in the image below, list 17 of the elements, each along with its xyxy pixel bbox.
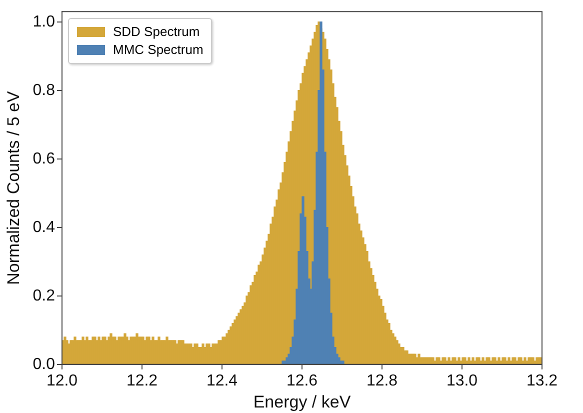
legend-label: SDD Spectrum [113, 24, 200, 40]
x-tick-label: 12.6 [286, 372, 318, 390]
legend-label: MMC Spectrum [113, 42, 204, 58]
y-axis-title: Normalized Counts / 5 eV [4, 90, 23, 285]
y-tick-label: 0.4 [32, 218, 56, 236]
x-axis-title: Energy / keV [253, 392, 352, 412]
x-tick-label: 13.0 [446, 372, 478, 390]
y-tick-label: 0.2 [32, 287, 56, 304]
y-tick-label: 0.8 [32, 82, 56, 99]
x-tick-label: 12.0 [46, 372, 78, 390]
x-tick-label: 12.4 [206, 372, 238, 390]
y-tick-label: 0.0 [32, 356, 56, 373]
y-tick-label: 0.6 [32, 150, 56, 168]
x-tick-label: 12.8 [366, 372, 398, 390]
y-tick-label: 1.0 [32, 13, 56, 30]
x-tick-label: 12.2 [126, 372, 158, 390]
x-tick-label: 13.2 [526, 372, 558, 390]
